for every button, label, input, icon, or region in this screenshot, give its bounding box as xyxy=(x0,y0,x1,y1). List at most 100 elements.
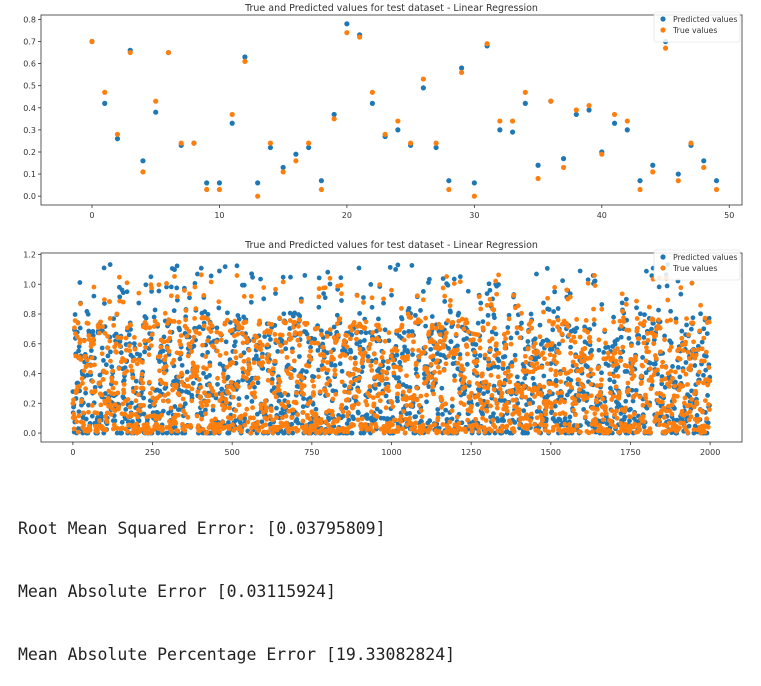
true-value-point xyxy=(244,406,250,412)
predicted-value-point xyxy=(363,330,369,336)
predicted-value-point xyxy=(413,414,419,420)
predicted-value-point xyxy=(512,420,518,425)
true-value-point xyxy=(408,315,414,320)
true-value-point xyxy=(236,402,242,408)
true-value-point xyxy=(278,343,284,349)
true-value-point xyxy=(89,402,95,408)
true-value-point xyxy=(591,306,596,312)
true-value-point xyxy=(208,329,214,334)
predicted-value-point xyxy=(684,322,689,328)
true-value-point xyxy=(645,337,651,343)
true-value-point xyxy=(439,397,445,403)
true-value-point xyxy=(441,344,447,350)
predicted-value-point xyxy=(369,100,375,106)
true-value-point xyxy=(641,419,647,424)
true-value-point xyxy=(245,419,251,425)
true-value-point xyxy=(500,362,506,368)
true-value-point xyxy=(623,405,629,411)
true-value-point xyxy=(469,390,474,396)
predicted-value-point xyxy=(255,180,261,186)
true-value-point xyxy=(588,367,594,373)
predicted-value-point xyxy=(675,171,681,177)
true-value-point xyxy=(355,401,361,407)
true-value-point xyxy=(576,377,581,383)
true-value-point xyxy=(99,392,105,398)
predicted-value-point xyxy=(186,390,191,395)
predicted-value-point xyxy=(357,311,363,316)
true-value-point xyxy=(583,318,589,323)
true-value-point xyxy=(301,391,306,397)
true-value-point xyxy=(261,285,267,290)
predicted-value-point xyxy=(83,390,89,396)
true-value-point xyxy=(527,369,532,375)
true-value-point xyxy=(656,317,661,323)
true-value-point xyxy=(150,386,155,392)
true-value-point xyxy=(360,354,366,359)
predicted-value-point xyxy=(686,423,692,429)
y-tick-label: 0.4 xyxy=(23,370,36,379)
true-value-point xyxy=(400,426,406,432)
true-value-point xyxy=(617,318,623,324)
predicted-value-point xyxy=(90,333,96,338)
true-value-point xyxy=(97,418,103,424)
true-value-point xyxy=(566,332,572,338)
predicted-value-point xyxy=(541,300,546,306)
true-value-point xyxy=(504,423,510,429)
true-value-point xyxy=(221,374,227,380)
true-value-point xyxy=(425,370,430,375)
true-value-point xyxy=(493,278,499,284)
predicted-value-point xyxy=(389,292,394,298)
predicted-value-point xyxy=(362,338,367,343)
true-value-point xyxy=(453,351,459,357)
predicted-value-point xyxy=(480,319,486,325)
true-value-point xyxy=(511,429,517,434)
true-value-point xyxy=(689,280,695,286)
true-value-point xyxy=(541,309,546,315)
predicted-value-point xyxy=(275,349,281,354)
true-value-point xyxy=(238,353,244,358)
true-value-point xyxy=(196,423,201,429)
predicted-value-point xyxy=(706,315,712,321)
true-value-point xyxy=(599,151,605,157)
true-value-point xyxy=(344,30,350,36)
true-value-point xyxy=(125,429,131,434)
true-value-point xyxy=(560,164,567,171)
true-value-point xyxy=(329,408,335,414)
legend-box xyxy=(653,249,741,281)
true-value-point xyxy=(320,345,326,350)
predicted-value-point xyxy=(319,328,324,334)
true-value-point xyxy=(214,348,220,354)
predicted-value-point xyxy=(635,340,641,346)
true-value-point xyxy=(514,325,520,330)
true-value-point xyxy=(367,384,373,389)
true-value-point xyxy=(553,368,559,374)
predicted-value-point xyxy=(143,315,149,321)
true-value-point xyxy=(579,366,585,372)
true-value-point xyxy=(318,416,324,422)
true-value-point xyxy=(407,416,413,421)
true-value-point xyxy=(653,356,659,362)
true-value-point xyxy=(140,169,146,175)
true-value-point xyxy=(359,416,365,422)
true-value-point xyxy=(123,335,129,341)
predicted-value-point xyxy=(202,309,208,315)
predicted-value-point xyxy=(622,414,628,420)
true-value-point xyxy=(697,328,703,334)
true-value-point xyxy=(116,404,122,410)
true-value-point xyxy=(437,370,443,375)
predicted-value-point xyxy=(567,414,573,420)
true-value-point xyxy=(611,373,617,379)
true-value-point xyxy=(143,345,148,350)
true-value-point xyxy=(511,292,517,298)
true-value-point xyxy=(662,376,668,382)
true-value-point xyxy=(161,339,167,345)
true-value-point xyxy=(485,356,491,362)
predicted-value-point xyxy=(440,276,446,281)
true-value-point xyxy=(289,415,295,421)
true-value-point xyxy=(687,402,693,408)
predicted-value-point xyxy=(107,262,113,267)
true-value-point xyxy=(683,371,689,377)
true-value-point xyxy=(384,376,390,382)
true-value-point xyxy=(324,381,330,387)
true-value-point xyxy=(205,398,211,404)
